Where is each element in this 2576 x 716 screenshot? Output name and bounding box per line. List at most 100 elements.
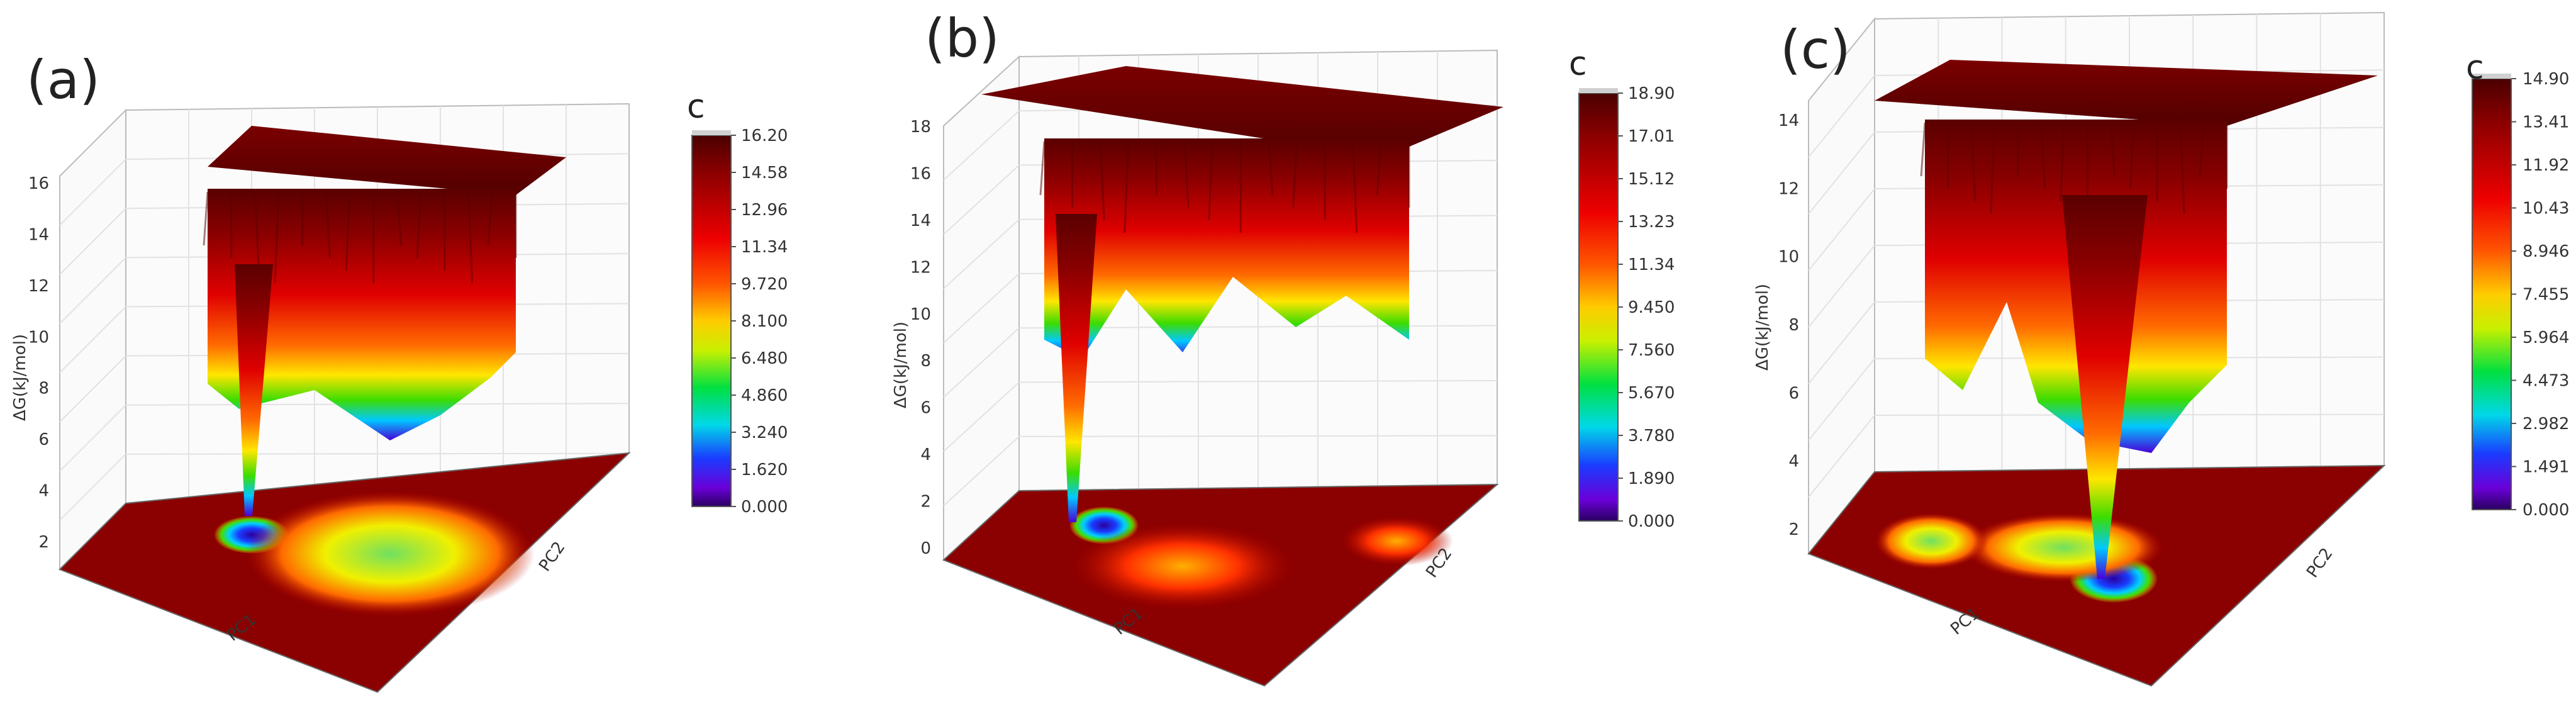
z-tick-label: 6 bbox=[1788, 384, 1799, 403]
surface-ridge bbox=[1208, 141, 1214, 221]
grid-line bbox=[1018, 380, 1498, 383]
surface-funnel bbox=[2062, 195, 2148, 579]
colorbar-tick-label: 1.620 bbox=[741, 461, 788, 479]
z-tick-label: 14 bbox=[28, 225, 49, 244]
surface-ridge bbox=[1039, 141, 1045, 196]
surface-ridge bbox=[2199, 122, 2205, 177]
panel-a-plot: 161412108642ΔG(kJ/mol)PC1PC216.2014.5812… bbox=[11, 103, 788, 693]
colorbar-tick-label: 1.491 bbox=[2523, 458, 2569, 477]
floor-basin bbox=[245, 491, 535, 617]
grid-line bbox=[1808, 131, 1875, 215]
surface-ridge bbox=[203, 191, 209, 246]
z-tick-label: 16 bbox=[910, 164, 931, 183]
z-tick-label: 2 bbox=[38, 533, 49, 552]
surface-ridge bbox=[1970, 122, 1977, 202]
surface-ridge bbox=[396, 191, 403, 246]
surface-funnel bbox=[235, 264, 273, 516]
panel-c-plot: 1412108642ΔG(kJ/mol)PC1PC214.9013.4111.9… bbox=[1753, 11, 2569, 687]
surface-ridge bbox=[2129, 122, 2135, 189]
colorbar-tick-label: 6.480 bbox=[741, 349, 788, 368]
colorbar-tick-label: 5.964 bbox=[2523, 328, 2569, 347]
colorbar-tick-label: 17.01 bbox=[1628, 127, 1675, 146]
surface-ridge bbox=[416, 191, 422, 259]
colorbar-tick-label: 14.90 bbox=[2523, 70, 2569, 89]
z-tick-label: 2 bbox=[1788, 520, 1799, 539]
z-tick-label: 0 bbox=[920, 539, 931, 558]
colorbar-tick-label: 11.34 bbox=[1628, 255, 1675, 274]
colorbar-tick-label: 4.473 bbox=[2523, 372, 2569, 391]
panel-b: (b) c bbox=[856, 0, 1711, 713]
grid-line bbox=[943, 110, 1020, 181]
surface-funnel bbox=[1056, 214, 1097, 522]
z-axis-label: ΔG(kJ/mol) bbox=[1753, 284, 1772, 371]
colorbar-title: c bbox=[1569, 45, 1587, 83]
colorbar-tick-label: 8.946 bbox=[2523, 242, 2569, 261]
surface-ridge bbox=[2179, 122, 2185, 215]
surface-ridge bbox=[325, 191, 331, 259]
surface-ridge bbox=[2109, 122, 2116, 177]
colorbar-tick-label: 9.450 bbox=[1628, 298, 1675, 317]
colorbar-title: c bbox=[687, 88, 705, 126]
surface-ridge bbox=[1292, 141, 1298, 208]
grid-line bbox=[1018, 435, 1498, 437]
z-tick-label: 8 bbox=[1788, 316, 1799, 335]
colorbar-tick-label: 11.92 bbox=[2523, 156, 2569, 175]
colorbar-tick-label: 13.23 bbox=[1628, 213, 1675, 232]
grid-line bbox=[59, 405, 126, 472]
grid-line bbox=[943, 273, 1020, 344]
colorbar-tick-label: 13.41 bbox=[2523, 113, 2569, 132]
colorbar-tick-label: 4.860 bbox=[741, 386, 788, 405]
colorbar-tick-label: 18.90 bbox=[1628, 84, 1675, 103]
grid-line bbox=[943, 327, 1020, 398]
floor-basin bbox=[1340, 516, 1453, 566]
colorbar-tick-label: 3.780 bbox=[1628, 427, 1675, 445]
surface-ridge bbox=[1124, 141, 1130, 233]
surface-ridge bbox=[1376, 141, 1382, 196]
surface-ridge bbox=[2060, 122, 2066, 202]
colorbar-tick-label: 8.100 bbox=[741, 312, 788, 331]
z-tick-label: 10 bbox=[910, 305, 931, 324]
surface-ridge bbox=[254, 191, 260, 271]
z-axis-label: ΔG(kJ/mol) bbox=[11, 334, 30, 421]
colorbar-tick-label: 0.000 bbox=[741, 498, 788, 517]
surface-wall bbox=[1044, 138, 1409, 359]
surface-plateau bbox=[1875, 60, 2378, 126]
surface-plateau bbox=[981, 66, 1503, 157]
grid-line bbox=[1808, 188, 1875, 271]
surface-ridge bbox=[1920, 122, 1926, 177]
floor-basin bbox=[1069, 522, 1296, 610]
floor-basin bbox=[1963, 513, 2164, 582]
grid-line bbox=[1808, 245, 1875, 328]
z-tick-label: 14 bbox=[1778, 111, 1799, 130]
z-tick-label: 12 bbox=[910, 258, 931, 277]
colorbar-tick-label: 12.96 bbox=[741, 201, 788, 220]
panel-c: (c) c bbox=[1711, 0, 2576, 713]
surface-ridge bbox=[2040, 122, 2046, 189]
grid-line bbox=[1808, 301, 1875, 384]
colorbar-tick-label: 11.34 bbox=[741, 238, 788, 257]
panel-label: (c) bbox=[1780, 19, 1851, 81]
grid-line bbox=[1808, 415, 1875, 498]
z-tick-label: 8 bbox=[38, 379, 49, 398]
z-axis-label: ΔG(kJ/mol) bbox=[891, 322, 910, 408]
panel-a: (a) c bbox=[0, 0, 856, 713]
surface-ridge bbox=[345, 191, 351, 271]
colorbar-tick-label: 7.560 bbox=[1628, 341, 1675, 360]
colorbar-tick-label: 7.455 bbox=[2523, 286, 2569, 305]
grid-line bbox=[1808, 358, 1875, 441]
colorbar-tick-label: 0.000 bbox=[2523, 501, 2569, 520]
grid-line bbox=[943, 381, 1020, 452]
panel-label: (b) bbox=[925, 8, 1000, 69]
colorbar-tick-label: 1.890 bbox=[1628, 469, 1675, 488]
colorbar-tick-label: 15.12 bbox=[1628, 170, 1675, 189]
surface-ridge bbox=[1990, 122, 1996, 215]
colorbar-cap bbox=[1579, 88, 1618, 93]
colorbar-tick-label: 2.982 bbox=[2523, 415, 2569, 434]
z-tick-label: 10 bbox=[1778, 248, 1799, 267]
surface-ridge bbox=[274, 191, 280, 284]
z-tick-label: 14 bbox=[910, 211, 931, 230]
grid-line bbox=[1808, 75, 1875, 158]
z-tick-label: 4 bbox=[38, 482, 49, 501]
surface-plateau bbox=[208, 126, 566, 195]
